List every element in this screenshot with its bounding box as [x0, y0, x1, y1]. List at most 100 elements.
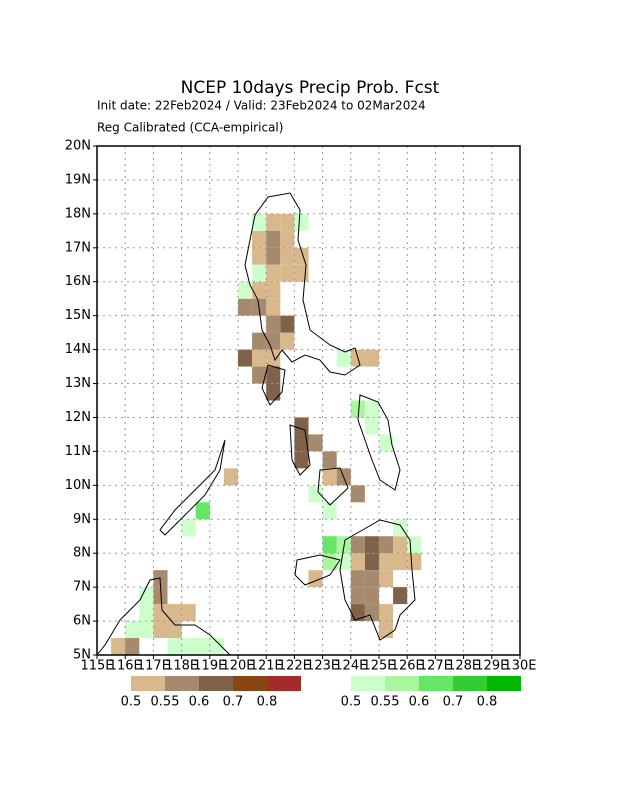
- grid-cell: [125, 638, 140, 655]
- x-tick-label: 127E: [419, 659, 452, 674]
- grid-cell: [266, 298, 281, 316]
- y-tick-label: 10N: [65, 478, 91, 493]
- x-tick-label: 117E: [137, 659, 170, 674]
- y-tick-label: 6N: [73, 614, 91, 629]
- grid-cell: [266, 366, 281, 384]
- y-tick-label: 11N: [65, 444, 91, 459]
- grid-cell: [252, 281, 267, 299]
- x-tick-label: 122E: [278, 659, 311, 674]
- coastline: [294, 554, 341, 586]
- grid-cell: [364, 604, 379, 622]
- x-tick-label: 123E: [306, 659, 339, 674]
- grid-cell: [238, 349, 253, 367]
- grid-cell: [350, 587, 365, 605]
- grid-cell: [252, 230, 267, 248]
- x-tick-label: 128E: [447, 659, 480, 674]
- grid-cell: [379, 570, 394, 588]
- grid-cell: [280, 332, 295, 350]
- grid-cell: [280, 247, 295, 265]
- grid-cell: [252, 247, 267, 265]
- grid-cell: [125, 621, 140, 639]
- legend-label: 0.55: [151, 695, 180, 710]
- coastline: [261, 364, 286, 406]
- y-tick-label: 13N: [65, 376, 91, 391]
- grid-cell: [252, 366, 267, 384]
- grid-cell: [379, 536, 394, 554]
- legend-swatch: [487, 676, 521, 691]
- grid-cell: [266, 315, 281, 333]
- grid-cell: [350, 400, 365, 418]
- legend-swatch: [199, 676, 233, 691]
- grid-cell: [266, 383, 281, 401]
- legend: 0.5 0.55 0.6 0.7 0.8 0.5 0.55 0.6 0.7 0.8: [121, 676, 521, 710]
- axes: 115E116E117E118E119E120E121E122E123E124E…: [65, 139, 537, 674]
- grid-cell: [379, 604, 394, 622]
- grid-cell: [308, 570, 323, 588]
- coastline: [339, 519, 416, 641]
- legend-label: 0.6: [189, 695, 210, 710]
- coastline: [289, 424, 311, 476]
- legend-swatch: [351, 676, 385, 691]
- grid-cell: [266, 349, 281, 367]
- grid-cell: [181, 638, 196, 655]
- grid-cell: [209, 638, 224, 655]
- grid-cell: [350, 536, 365, 554]
- legend-swatch: [233, 676, 267, 691]
- legend-swatch: [165, 676, 199, 691]
- legend-label: 0.55: [371, 695, 400, 710]
- grid-cell: [280, 230, 295, 248]
- coastline: [357, 394, 401, 491]
- grid-cell: [364, 553, 379, 571]
- map-frame: [96, 145, 521, 656]
- legend-swatch: [267, 676, 301, 691]
- x-tick-label: 121E: [250, 659, 283, 674]
- y-tick-label: 14N: [65, 342, 91, 357]
- grid-cell: [294, 264, 309, 282]
- grid-cell: [393, 553, 408, 571]
- grid-cell: [294, 213, 309, 231]
- legend-label: 0.5: [121, 695, 142, 710]
- grid-cell: [139, 604, 154, 622]
- grid-cell: [252, 264, 267, 282]
- y-tick-label: 12N: [65, 410, 91, 425]
- grid-cell: [167, 638, 182, 655]
- grid-cell: [393, 536, 408, 554]
- x-tick-label: 115E: [80, 659, 113, 674]
- x-tick-label: 125E: [362, 659, 395, 674]
- grid-cell: [252, 349, 267, 367]
- grid-cell: [153, 621, 168, 639]
- legend-swatch: [385, 676, 419, 691]
- legend-label: 0.7: [443, 695, 464, 710]
- grid-cell: [364, 417, 379, 435]
- grid-cell: [379, 553, 394, 571]
- grid-cell: [181, 604, 196, 622]
- grid-cell: [181, 519, 196, 537]
- grid-cell: [153, 587, 168, 605]
- grid-cell: [364, 349, 379, 367]
- x-tick-label: 129E: [475, 659, 508, 674]
- grid-cell: [364, 536, 379, 554]
- coastline: [244, 192, 361, 376]
- grid-cell: [266, 247, 281, 265]
- legend-swatch: [453, 676, 487, 691]
- coastline: [317, 467, 349, 506]
- chart-title: NCEP 10days Precip Prob. Fcst: [181, 78, 440, 98]
- grid-cell: [153, 604, 168, 622]
- y-tick-label: 20N: [65, 139, 91, 154]
- note: Reg Calibrated (CCA-empirical): [97, 121, 283, 135]
- grid-cell: [266, 264, 281, 282]
- grid-cell: [111, 638, 126, 655]
- x-tick-label: 124E: [334, 659, 367, 674]
- y-tick-label: 5N: [73, 648, 91, 663]
- grid-cell: [252, 213, 267, 231]
- grid-cell: [322, 468, 337, 486]
- grid-cell: [364, 587, 379, 605]
- grid-cell: [350, 485, 365, 503]
- grid-cell: [266, 281, 281, 299]
- legend-swatch: [419, 676, 453, 691]
- grid-cell: [308, 434, 323, 452]
- grid-cell: [322, 502, 337, 520]
- grid-cell: [167, 621, 182, 639]
- y-tick-label: 17N: [65, 240, 91, 255]
